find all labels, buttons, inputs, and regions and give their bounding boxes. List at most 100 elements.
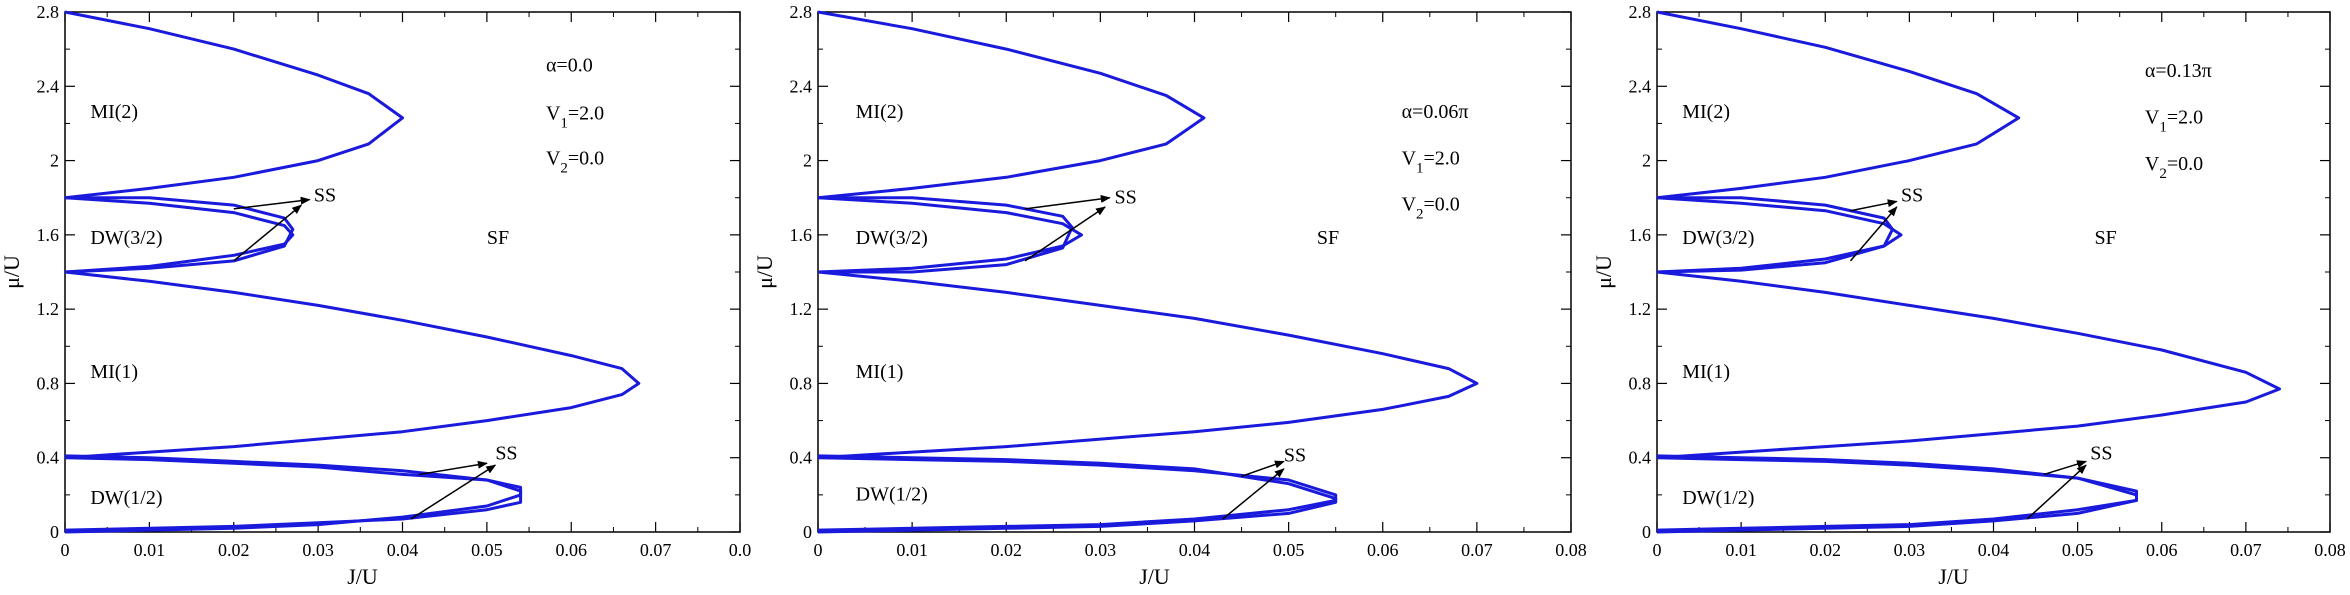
parameter-label: V1=2.0: [2145, 106, 2203, 135]
annotation-arrow: [1850, 199, 1898, 212]
lobe-mi-1--curve: [817, 270, 1479, 460]
y-tick-label: 0.8: [790, 373, 813, 393]
annotation-arrow: [233, 204, 303, 262]
y-tick-label: 2.4: [790, 76, 813, 96]
x-tick-label: 0.04: [1978, 540, 2010, 560]
parameter-label: V2=0.0: [2145, 153, 2203, 182]
x-tick-label: 0.05: [1273, 540, 1305, 560]
annotation-arrow: [410, 464, 497, 520]
phase-label: MI(1): [856, 361, 904, 383]
y-tick-label: 1.6: [1629, 225, 1652, 245]
y-tick-label: 2.8: [790, 2, 813, 22]
x-axis-label: J/U: [1139, 564, 1170, 589]
lobe-mi-2--curve: [1656, 10, 2021, 200]
phase-label: SS: [495, 443, 517, 465]
phase-label: MI(1): [90, 361, 138, 383]
y-tick-label: 2: [50, 151, 59, 171]
y-tick-label: 0.4: [790, 448, 813, 468]
lobe-ss-upper-curve: [64, 196, 295, 274]
x-tick-label: 0.04: [387, 540, 419, 560]
parameter-label: V2=0.0: [1402, 194, 1460, 223]
annotation-arrow: [1849, 206, 1898, 262]
lobe-dw-3-2--curve: [64, 196, 295, 274]
y-tick-label: 1.6: [37, 225, 60, 245]
chart-panel-1: 0 0.01 0.02 0.03 0.04 0.05 0.06 0.07 0.0 0 0.4 0.8 1…: [0, 2, 751, 589]
chart-panel-3: 0 0.01 0.02 0.03 0.04 0.05 0.06 0.07 0.08 0 0.4 0.8…: [1591, 2, 2346, 589]
y-tick-label: 2.8: [1629, 2, 1652, 22]
y-tick-label: 0: [1642, 522, 1651, 542]
x-tick-label: 0.08: [2314, 540, 2346, 560]
phase-label: DW(3/2): [1682, 227, 1754, 249]
phase-label: MI(2): [90, 101, 138, 123]
phase-label: SS: [1284, 444, 1306, 466]
phase-label: SS: [314, 184, 336, 206]
parameter-label: V1=2.0: [546, 103, 604, 132]
y-tick-label: 1.2: [1629, 299, 1652, 319]
lobe-mi-2--curve: [64, 10, 404, 200]
lobe-mi-2--curve: [817, 10, 1206, 200]
lobe-dw-3-2--curve: [817, 196, 1083, 274]
y-tick-label: 2.4: [37, 76, 60, 96]
parameter-label: V2=0.0: [546, 147, 604, 176]
annotation-arrow: [419, 460, 488, 476]
y-axis-label: μ/U: [1591, 255, 1616, 289]
x-tick-label: 0.01: [896, 540, 928, 560]
x-tick-label: 0.06: [2146, 540, 2178, 560]
x-tick-label: 0.01: [134, 540, 166, 560]
phase-label: DW(1/2): [90, 487, 162, 509]
y-tick-label: 0: [50, 522, 59, 542]
y-tick-label: 1.2: [37, 299, 60, 319]
x-tick-label: 0.07: [640, 540, 672, 560]
x-tick-label: 0: [1653, 540, 1662, 560]
y-tick-label: 0: [803, 522, 812, 542]
phase-label: SS: [1901, 184, 1923, 206]
x-tick-label: 0.07: [1461, 540, 1493, 560]
parameter-label: α=0.0: [546, 54, 593, 76]
y-tick-label: 2.8: [37, 2, 60, 22]
y-axis-label: μ/U: [752, 255, 777, 289]
x-tick-label: 0.04: [1179, 540, 1211, 560]
chart-panel-2: 0 0.01 0.02 0.03 0.04 0.05 0.06 0.07 0.08 0 0.4 0.8…: [752, 2, 1587, 589]
x-axis-label: J/U: [1938, 564, 1969, 589]
lobe-ss-lower-curve: [1656, 454, 2138, 532]
x-tick-label: 0.05: [471, 540, 503, 560]
x-tick-label: 0.03: [1894, 540, 1926, 560]
x-axis-label: J/U: [347, 564, 378, 589]
phase-label: MI(1): [1682, 361, 1730, 383]
parameter-label: V1=2.0: [1402, 147, 1460, 176]
x-tick-label: 0: [61, 540, 70, 560]
y-tick-label: 2: [803, 151, 812, 171]
phase-label: SS: [2090, 443, 2112, 465]
x-tick-label: 0.07: [2230, 540, 2262, 560]
y-tick-label: 2.4: [1629, 76, 1652, 96]
phase-label: SF: [487, 227, 509, 249]
phase-label: SS: [1114, 186, 1136, 208]
lobe-ss-lower-curve: [817, 454, 1338, 532]
x-tick-label: 0.08: [1555, 540, 1587, 560]
y-tick-label: 1.2: [790, 299, 813, 319]
x-tick-label: 0.02: [991, 540, 1023, 560]
annotation-arrow: [1222, 468, 1285, 520]
plot-frame: [64, 11, 741, 533]
annotation-arrow: [2043, 460, 2087, 476]
annotation-arrow: [233, 196, 311, 210]
x-tick-label: 0.0: [729, 540, 752, 560]
y-axis-label: μ/U: [0, 255, 24, 289]
annotation-arrow: [1024, 206, 1106, 262]
lobe-mi-1--curve: [1656, 270, 2281, 460]
annotation-arrow: [1024, 194, 1111, 210]
x-tick-label: 0.06: [1367, 540, 1399, 560]
lobe-ss-upper-curve: [1656, 196, 1894, 274]
phase-label: SF: [2094, 227, 2116, 249]
y-tick-label: 0.4: [37, 448, 60, 468]
parameter-label: α=0.06π: [1402, 101, 1469, 123]
y-tick-label: 0.8: [1629, 373, 1652, 393]
x-tick-label: 0.02: [1810, 540, 1842, 560]
phase-label: DW(1/2): [1682, 487, 1754, 509]
annotation-arrow: [2026, 464, 2087, 520]
phase-label: DW(1/2): [856, 483, 928, 505]
x-tick-label: 0: [814, 540, 823, 560]
lobe-dw-3-2--curve: [1656, 196, 1903, 274]
lobe-ss-upper-curve: [818, 196, 1074, 274]
